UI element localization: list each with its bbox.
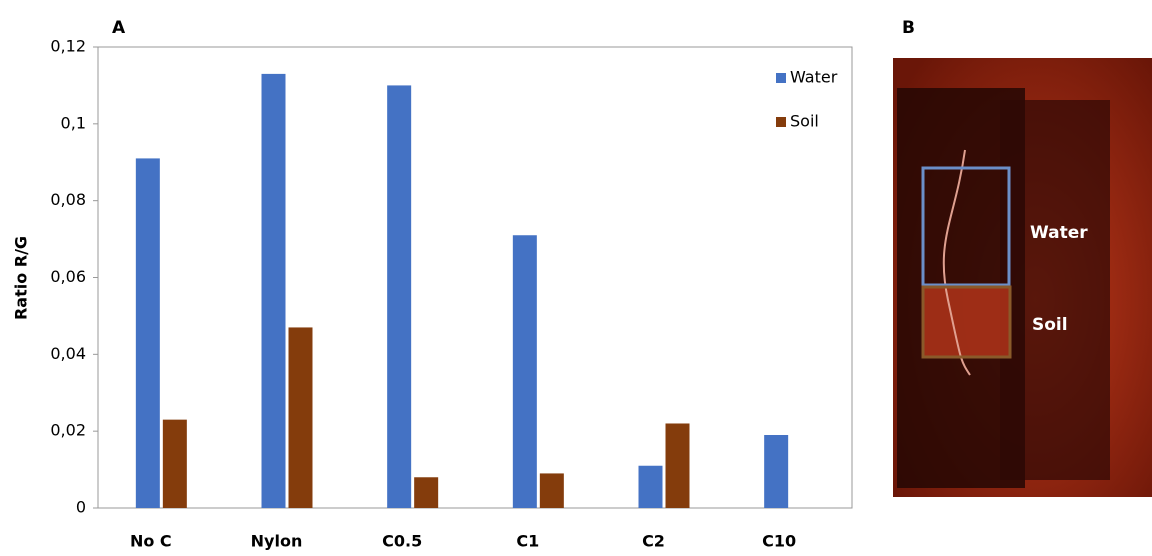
y-tick-label: 0,1 — [61, 113, 86, 132]
y-axis-label: Ratio R/G — [12, 236, 31, 320]
legend-swatch — [776, 117, 786, 127]
bar — [387, 85, 412, 509]
bar — [512, 235, 537, 508]
panel-label: A — [112, 18, 126, 38]
legend-swatch — [776, 73, 786, 83]
x-tick-label: C10 — [762, 532, 796, 551]
photo-annotation: Soil — [1032, 315, 1068, 335]
x-tick-label: Nylon — [251, 532, 303, 551]
legend-label: Soil — [790, 112, 819, 131]
bar — [162, 419, 187, 508]
bar — [288, 327, 313, 508]
bar — [665, 423, 690, 508]
y-tick-label: 0,04 — [50, 344, 86, 363]
panel-label: B — [902, 18, 915, 38]
bar — [539, 473, 564, 508]
x-tick-label: C1 — [516, 532, 539, 551]
y-tick-label: 0,08 — [50, 190, 86, 209]
photo-annotation: Water — [1030, 223, 1088, 243]
bar — [638, 465, 663, 508]
bar — [261, 73, 286, 509]
bar — [135, 158, 160, 509]
legend-label: Water — [790, 68, 838, 87]
bar — [764, 435, 789, 508]
x-tick-label: C2 — [642, 532, 665, 551]
y-tick-label: 0,06 — [50, 267, 86, 286]
x-tick-label: No C — [130, 532, 172, 551]
plot-frame — [97, 46, 853, 509]
y-tick-label: 0 — [76, 498, 86, 517]
bar — [414, 477, 439, 508]
y-tick-label: 0,12 — [50, 37, 86, 56]
x-tick-label: C0.5 — [382, 532, 422, 551]
y-tick-label: 0,02 — [50, 421, 86, 440]
photo — [893, 58, 1152, 497]
